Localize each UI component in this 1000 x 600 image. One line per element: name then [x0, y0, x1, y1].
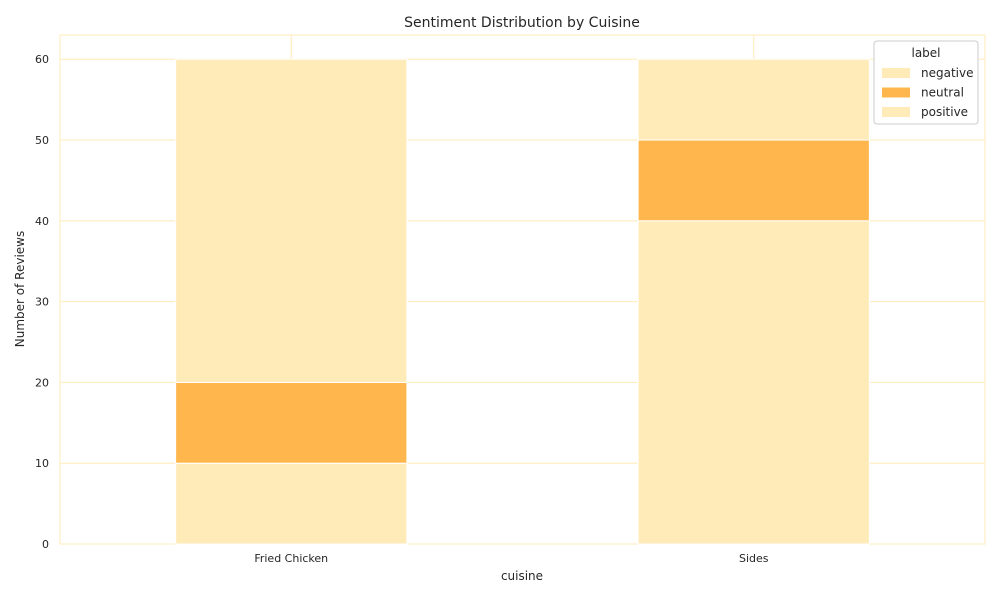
- legend-label-positive: positive: [921, 105, 968, 119]
- bar-negative: [175, 462, 408, 545]
- y-tick-label: 20: [35, 376, 49, 389]
- legend-items: negative neutral positive: [882, 66, 973, 119]
- x-tick-label: Fried Chicken: [254, 552, 328, 565]
- y-tick-label: 40: [35, 215, 49, 228]
- bar-neutral: [637, 139, 870, 222]
- legend-swatch-negative: [882, 68, 910, 78]
- bar-positive: [175, 58, 408, 383]
- bars-layer: [175, 58, 870, 545]
- x-axis-label: cuisine: [501, 569, 543, 583]
- bar-neutral: [175, 381, 408, 464]
- y-tick-label: 60: [35, 53, 49, 66]
- y-tick-label: 30: [35, 296, 49, 309]
- axes-layer: 0 10 20 30 40 50 60 Fried Chicken Sides: [35, 53, 769, 565]
- legend-box: [873, 40, 979, 125]
- legend: label negative neutral positive: [873, 40, 979, 125]
- bar-negative: [637, 220, 870, 545]
- y-tick-label: 10: [35, 457, 49, 470]
- legend-label-negative: negative: [921, 66, 973, 80]
- legend-title: label: [911, 46, 940, 60]
- y-tick-label: 0: [42, 538, 49, 551]
- y-tick-label: 50: [35, 134, 49, 147]
- bar-positive: [637, 58, 870, 141]
- legend-label-neutral: neutral: [921, 86, 964, 100]
- x-tick-label: Sides: [739, 552, 769, 565]
- y-axis-label: Number of Reviews: [13, 231, 27, 347]
- legend-swatch-positive: [882, 107, 910, 117]
- legend-swatch-neutral: [882, 87, 910, 98]
- chart-title: Sentiment Distribution by Cuisine: [404, 15, 640, 31]
